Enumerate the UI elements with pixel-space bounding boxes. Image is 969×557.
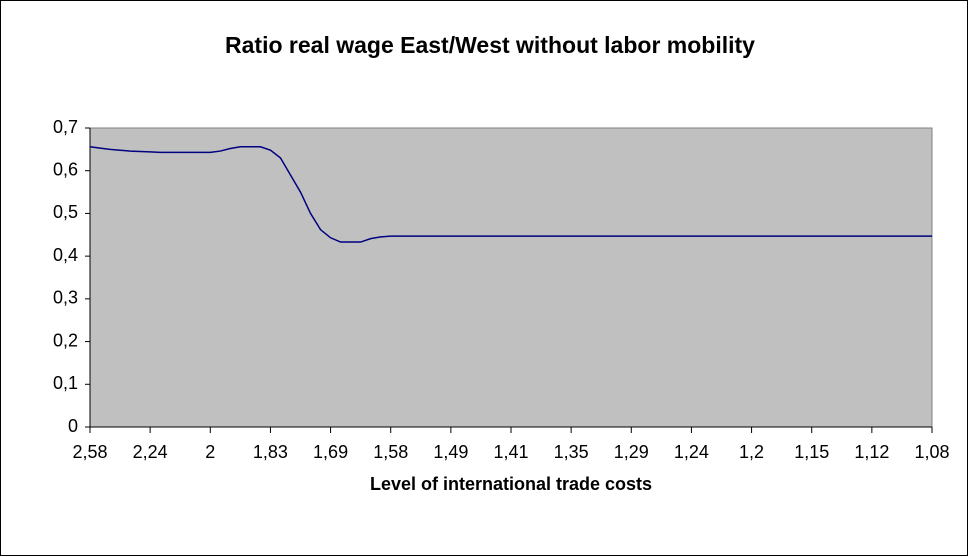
- y-tick-label: 0,4: [53, 245, 78, 265]
- y-tick-label: 0: [68, 416, 78, 436]
- y-tick-label: 0,7: [53, 117, 78, 137]
- x-tick-label: 1,2: [739, 442, 764, 462]
- x-tick-label: 1,69: [313, 442, 348, 462]
- y-tick-label: 0,6: [53, 159, 78, 179]
- x-tick-label: 1,35: [554, 442, 589, 462]
- x-tick-label: 2,24: [133, 442, 168, 462]
- data-line: [89, 146, 932, 243]
- x-tick-label: 1,15: [794, 442, 829, 462]
- y-tick-label: 0,1: [53, 373, 78, 393]
- x-tick-label: 2: [205, 442, 215, 462]
- y-tick-label: 0,2: [53, 330, 78, 350]
- x-tick-label: 1,12: [854, 442, 889, 462]
- x-tick-label: 1,24: [674, 442, 709, 462]
- x-tick-label: 1,41: [493, 442, 528, 462]
- plot-area: [89, 127, 933, 428]
- chart-title: Ratio real wage East/West without labor …: [225, 32, 755, 58]
- x-tick-label: 1,83: [253, 442, 288, 462]
- y-tick-label: 0,5: [53, 202, 78, 222]
- x-axis-title: Level of international trade costs: [370, 474, 652, 494]
- x-tick-label: 2,58: [72, 442, 107, 462]
- x-tick-label: 1,29: [614, 442, 649, 462]
- y-tick-label: 0,3: [53, 288, 78, 308]
- x-tick-label: 1,08: [914, 442, 949, 462]
- x-tick-label: 1,58: [373, 442, 408, 462]
- x-tick-label: 1,49: [433, 442, 468, 462]
